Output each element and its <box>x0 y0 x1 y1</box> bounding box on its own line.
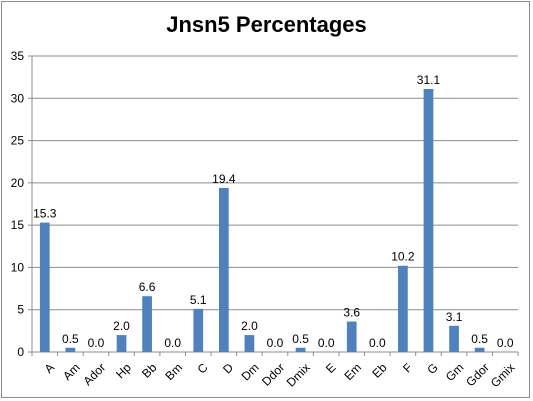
data-label: 0.0 <box>164 336 181 350</box>
x-tick-label: A <box>42 360 58 376</box>
x-tick-label: Ador <box>80 360 108 388</box>
x-tick-label: F <box>400 360 415 375</box>
data-label: 0.0 <box>497 336 514 350</box>
x-tick-label: Gm <box>443 360 467 384</box>
data-label: 5.1 <box>190 293 207 307</box>
bar <box>116 335 127 352</box>
data-label: 31.1 <box>417 73 441 87</box>
x-tick-label: Dm <box>239 360 262 383</box>
data-label: 3.6 <box>343 306 360 320</box>
data-label: 0.5 <box>62 332 79 346</box>
x-tick-label: Em <box>341 360 364 383</box>
x-tick-label: Dmix <box>284 360 313 389</box>
chart-title: Jnsn5 Percentages <box>166 12 367 37</box>
data-label: 0.5 <box>471 332 488 346</box>
x-tick-label: Eb <box>369 360 390 381</box>
y-tick-label: 35 <box>11 49 25 63</box>
data-label: 2.0 <box>113 319 130 333</box>
x-tick-label: Bm <box>162 360 185 383</box>
x-tick-label: Gdor <box>463 360 492 389</box>
bar <box>65 347 76 352</box>
x-tick-label: G <box>424 360 441 377</box>
data-label: 0.0 <box>88 336 105 350</box>
y-tick-label: 20 <box>11 176 25 190</box>
data-label: 0.0 <box>369 336 386 350</box>
bar <box>398 265 408 352</box>
x-tick-label: Gmix <box>488 360 518 390</box>
y-tick-label: 0 <box>17 345 24 359</box>
bar <box>39 222 50 352</box>
y-tick-label: 15 <box>11 218 25 232</box>
x-tick-label: Hp <box>113 360 134 381</box>
data-label: 0.0 <box>318 336 335 350</box>
data-label: 3.1 <box>446 310 463 324</box>
data-label: 15.3 <box>33 207 57 221</box>
bar <box>449 325 459 352</box>
data-label: 19.4 <box>212 172 236 186</box>
x-tick-label: D <box>220 360 236 376</box>
data-label: 6.6 <box>139 280 156 294</box>
bar <box>295 347 306 352</box>
bar <box>218 187 229 352</box>
x-tick-label: Bb <box>139 360 160 381</box>
bar <box>193 308 204 352</box>
bar <box>142 296 152 352</box>
x-tick-label: Ddor <box>259 360 287 388</box>
data-label: 10.2 <box>391 250 415 264</box>
bar <box>346 321 357 352</box>
y-tick-label: 10 <box>11 260 25 274</box>
bars <box>39 88 485 353</box>
data-label: 2.0 <box>241 319 258 333</box>
bar <box>474 347 485 352</box>
x-tick-label: C <box>195 360 211 376</box>
y-tick-label: 25 <box>11 134 25 148</box>
y-axis: 0 5 10 15 20 25 30 35 <box>11 49 33 359</box>
y-tick-label: 5 <box>17 303 24 317</box>
x-tick-label: E <box>323 360 339 376</box>
y-tick-label: 30 <box>11 91 25 105</box>
gridlines <box>32 55 518 353</box>
bar <box>423 88 434 353</box>
data-labels: 15.3 0.5 0.0 2.0 6.6 0.0 5.1 19.4 2.0 0.0 0.5 0.0 3.… <box>33 73 514 350</box>
data-label: 0.0 <box>267 336 284 350</box>
x-tick-label: Am <box>60 360 83 383</box>
data-label: 0.5 <box>292 332 309 346</box>
bar <box>244 335 255 352</box>
